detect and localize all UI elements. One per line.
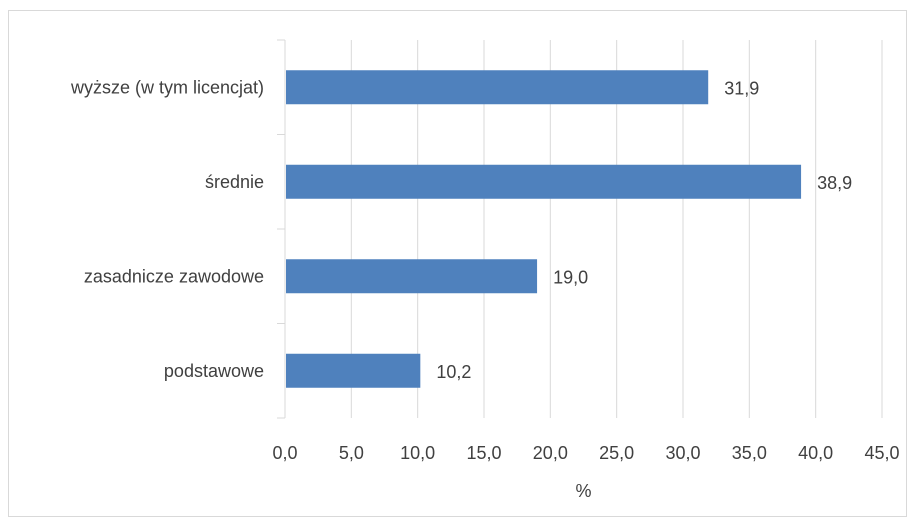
bars	[286, 70, 802, 388]
bar	[286, 164, 802, 199]
data-label: 31,9	[724, 78, 759, 98]
x-tick-label: 45,0	[864, 443, 899, 463]
category-label: podstawowe	[164, 361, 264, 381]
category-labels: wyższe (w tym licencjat) średnie zasadnicz…	[70, 77, 264, 381]
x-tick-label: 15,0	[466, 443, 501, 463]
data-label: 19,0	[553, 267, 588, 287]
x-tick-label: 30,0	[665, 443, 700, 463]
x-tick-label: 10,0	[400, 443, 435, 463]
x-tick-labels: 0,0 5,0 10,0 15,0 20,0 25,0 30,0 35,0 40,0 45,0	[272, 443, 899, 463]
x-tick-label: 40,0	[798, 443, 833, 463]
x-tick-label: 25,0	[599, 443, 634, 463]
x-axis-title: %	[575, 481, 591, 501]
category-label: wyższe (w tym licencjat)	[70, 77, 264, 97]
x-tick-label: 5,0	[339, 443, 364, 463]
x-tick-label: 20,0	[533, 443, 568, 463]
category-label: średnie	[205, 172, 264, 192]
bar	[286, 353, 421, 388]
category-label: zasadnicze zawodowe	[84, 266, 264, 286]
data-label: 10,2	[436, 362, 471, 382]
x-tick-label: 0,0	[272, 443, 297, 463]
bar	[286, 70, 709, 105]
x-tick-label: 35,0	[732, 443, 767, 463]
data-labels: 31,9 38,9 19,0 10,2	[436, 78, 852, 382]
bar	[286, 259, 538, 294]
data-label: 38,9	[817, 173, 852, 193]
